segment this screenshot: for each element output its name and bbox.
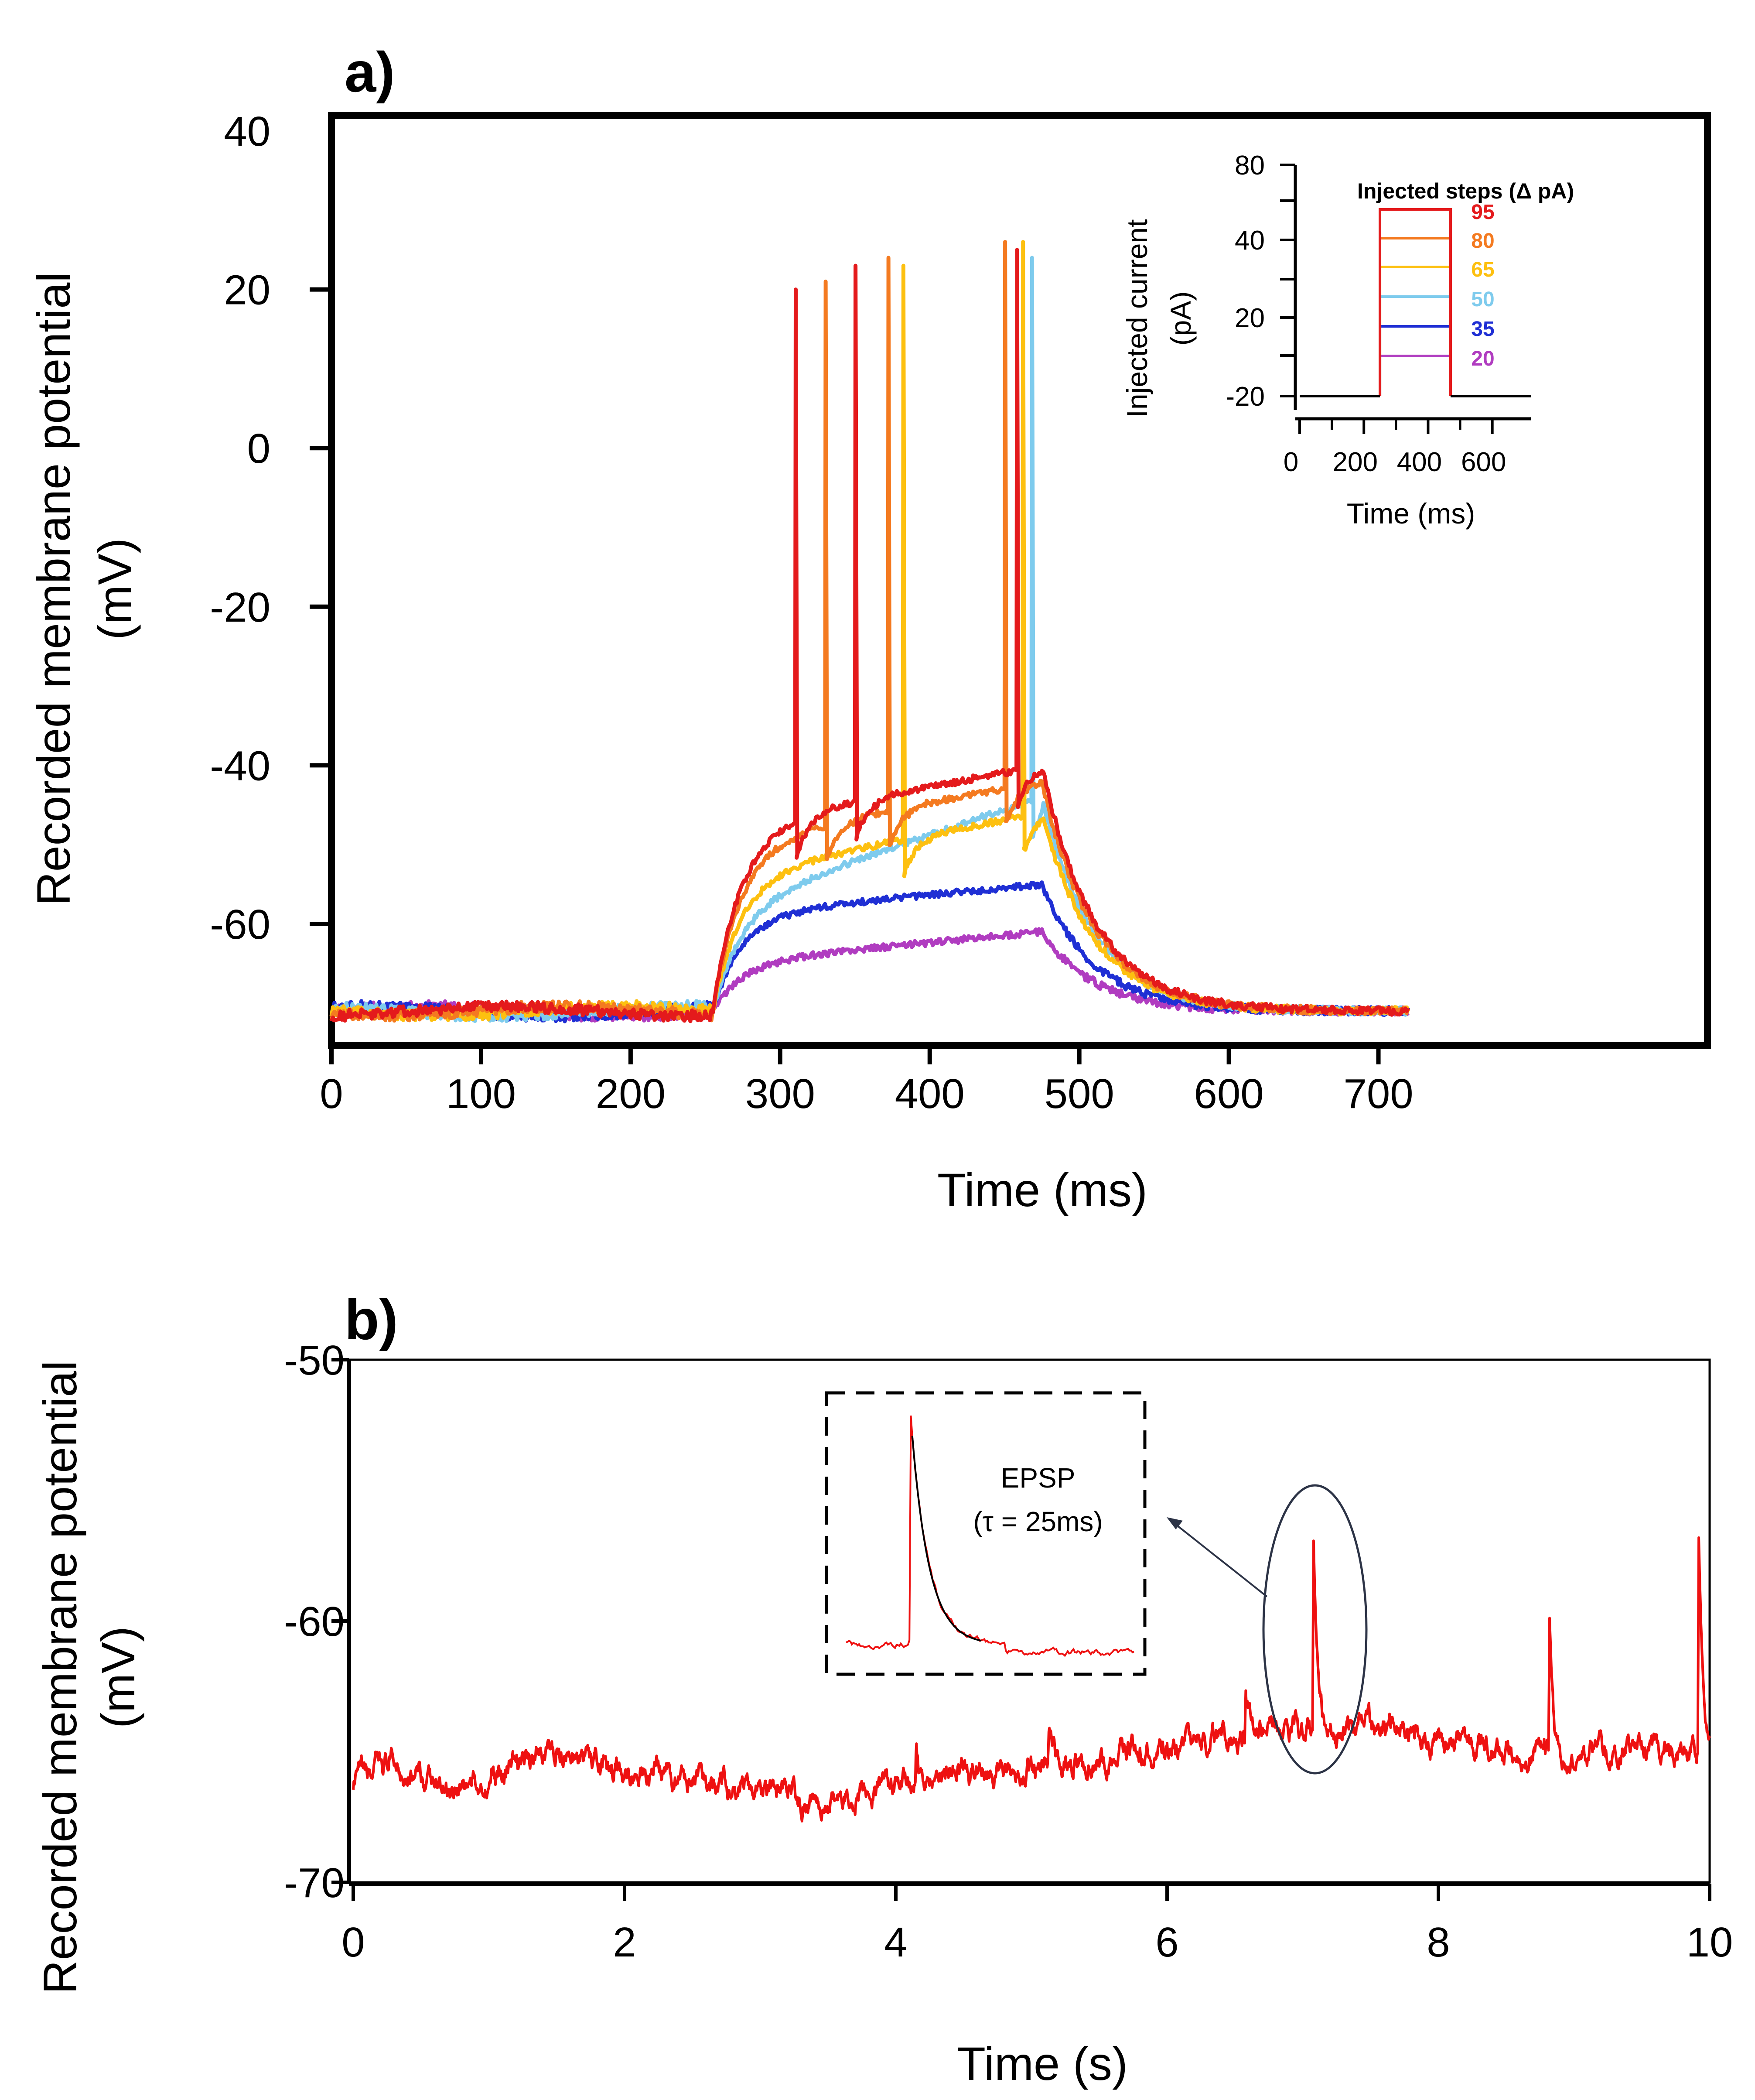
inset-ytick-label: 40	[1235, 226, 1265, 256]
inset-xtick-label: 400	[1397, 447, 1442, 477]
inset-ytick-label: 20	[1235, 303, 1265, 333]
inset-ylabel-line2: (pA)	[1164, 291, 1197, 346]
inset-xlabel: Time (ms)	[1347, 497, 1475, 530]
panel-b-ytick-label: -60	[284, 1598, 345, 1645]
highlight-ellipse	[1262, 1484, 1368, 1775]
inset-legend-title: Injected steps (Δ pA)	[1357, 179, 1574, 203]
inset-legend-value: 20	[1471, 347, 1494, 370]
panel-a-xtick-label: 400	[895, 1071, 965, 1117]
panel-a-xtick-label: 700	[1343, 1071, 1413, 1117]
inset-legend-value: 95	[1471, 201, 1494, 224]
panel-a-traces	[329, 240, 1410, 1023]
panel-a-xtick-label: 600	[1194, 1071, 1264, 1117]
panel-b-ytick-label: -70	[284, 1860, 345, 1906]
arrow-head	[1167, 1517, 1183, 1529]
panel-a-xtick-label: 200	[596, 1071, 666, 1117]
inset-xtick-label: 200	[1332, 447, 1377, 477]
panel-a-y-ticks: 40 20 0 -20 -40 -60	[210, 108, 331, 948]
panel-b: b) Recorded membrane potential (mV) -50-…	[34, 1288, 1733, 2090]
inset-step-80	[1379, 237, 1452, 396]
inset-step-35	[1379, 325, 1452, 396]
panel-b-y-ticks: -50 -60 -70	[284, 1337, 349, 1906]
panel-b-xtick-label: 0	[341, 1919, 365, 1966]
inset-ticks: 80 40 20 -20 0 200 400 600	[1226, 150, 1506, 477]
panel-a-xtick-label: 100	[446, 1071, 516, 1117]
inset-step-95	[1379, 208, 1452, 396]
inset-step-50	[1379, 295, 1452, 396]
panel-a-ylabel-line2: (mV)	[88, 538, 141, 640]
panel-b-trace	[352, 1536, 1711, 1823]
epsp-inset-trace	[846, 1415, 1134, 1657]
panel-b-plot-frame	[348, 1358, 1711, 1884]
inset-ylabel-line1: Injected current	[1121, 219, 1153, 418]
trace-95pA	[329, 248, 1410, 1023]
panel-a-ytick-label: -60	[210, 901, 270, 948]
panel-a-ytick-label: -20	[210, 584, 270, 631]
epsp-inset: EPSP (τ = 25ms)	[825, 1391, 1147, 1676]
epsp-tau-label: (τ = 25ms)	[973, 1506, 1103, 1537]
arrow-line	[1172, 1522, 1268, 1597]
trace-65pA	[329, 240, 1410, 1023]
inset-legend-value: 80	[1471, 229, 1494, 253]
panel-b-xtick-label: 10	[1687, 1919, 1733, 1966]
inset-ytick-label: -20	[1226, 382, 1265, 412]
inset-ytick-label: 80	[1235, 150, 1265, 181]
inset-xtick-label: 600	[1461, 447, 1506, 477]
inset-step-20	[1379, 355, 1452, 396]
trace-80pA	[329, 240, 1410, 1023]
inset-legend-value: 50	[1471, 288, 1494, 311]
inset-step-traces	[1300, 208, 1531, 397]
trace-50pA	[331, 256, 1409, 1023]
panel-b-xtick-label: 6	[1155, 1919, 1178, 1966]
inset-step-65	[1379, 266, 1452, 396]
panel-a-label: a)	[345, 40, 395, 104]
panel-b-ylabel-line2: (mV)	[92, 1626, 144, 1728]
panel-a-xtick-label: 500	[1045, 1071, 1114, 1117]
panel-a-xtick-label: 300	[745, 1071, 815, 1117]
panel-b-x-ticks: 0 2 4 6 8 10	[341, 1884, 1733, 1966]
panel-a: a) Recorded membrane potential (mV) 40 20…	[27, 40, 1711, 1216]
inset-legend-value: 65	[1471, 258, 1494, 281]
panel-b-xtick-label: 2	[613, 1919, 636, 1966]
epsp-inset-frame	[825, 1391, 1147, 1676]
panel-b-ytick-label: -50	[284, 1337, 345, 1384]
panel-a-ytick-label: -40	[210, 742, 270, 789]
panel-a-x-ticks: 0 100 200 300 400 500 600 700	[320, 1046, 1414, 1117]
panel-a-ytick-label: 20	[224, 267, 270, 314]
panel-b-y-axis-title: Recorded membrane potential (mV)	[34, 1361, 144, 1994]
panel-a-inset: Injected current (pA) 80 40 20 -20 0 200 400 60…	[1121, 150, 1574, 530]
panel-a-ytick-label: 0	[247, 425, 270, 472]
panel-a-ytick-label: 40	[224, 108, 270, 155]
panel-a-xlabel: Time (ms)	[937, 1163, 1147, 1216]
panel-b-xlabel: Time (s)	[957, 2037, 1128, 2090]
panel-b-xtick-label: 8	[1427, 1919, 1450, 1966]
annotation-arrow	[1167, 1517, 1268, 1597]
membrane-potential-trace	[352, 1536, 1711, 1823]
inset-xtick-label: 0	[1284, 447, 1298, 477]
inset-legend-value: 35	[1471, 318, 1494, 341]
panel-a-ylabel-line1: Recorded membrane potential	[27, 272, 80, 906]
panel-b-ylabel-line1: Recorded membrane potential	[34, 1361, 86, 1994]
epsp-fit-curve	[911, 1436, 982, 1642]
panel-b-label: b)	[345, 1288, 398, 1351]
epsp-label: EPSP	[1001, 1462, 1076, 1494]
epsp-trace	[846, 1415, 1134, 1657]
panel-a-xtick-label: 0	[320, 1071, 343, 1117]
inset-y-axis-title: Injected current (pA)	[1121, 219, 1197, 418]
panel-a-y-axis-title: Recorded membrane potential (mV)	[27, 272, 141, 906]
inset-legend: 95 80 65 50 35 20	[1471, 201, 1494, 370]
panel-b-xtick-label: 4	[884, 1919, 907, 1966]
